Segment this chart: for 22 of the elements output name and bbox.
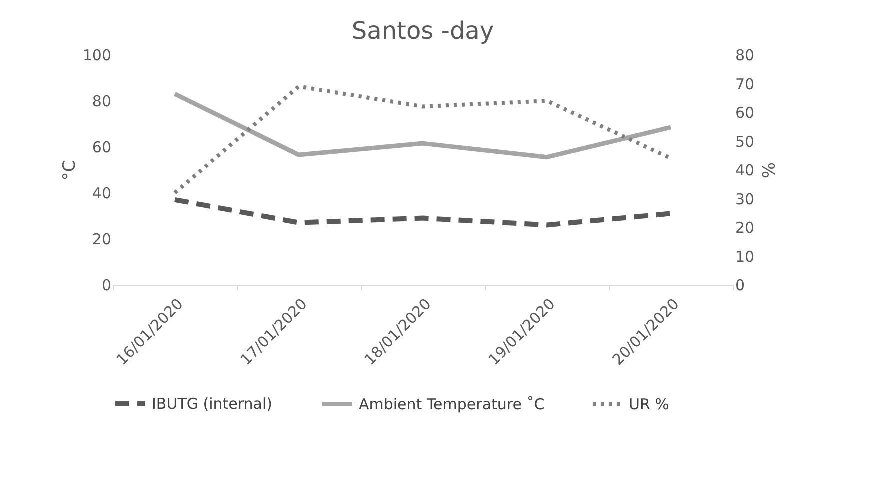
y-tick-label: 40 bbox=[92, 184, 112, 202]
legend-label: Ambient Temperature ˚C bbox=[359, 395, 545, 414]
legend-label: UR % bbox=[629, 396, 670, 414]
y-tick-label: 100 bbox=[82, 46, 112, 64]
y2-tick-label: 70 bbox=[736, 75, 755, 94]
y2-tick-label: 30 bbox=[736, 190, 755, 208]
chart-title: Santos -day bbox=[352, 17, 494, 45]
y-tick-label: 60 bbox=[92, 138, 112, 156]
y2-tick-label: 0 bbox=[736, 276, 746, 294]
legend-label: IBUTG (internal) bbox=[152, 394, 273, 413]
y2-tick-label: 20 bbox=[736, 219, 755, 237]
y2-tick-label: 10 bbox=[736, 248, 755, 266]
y-tick-label: 0 bbox=[102, 276, 112, 294]
y2-tick-label: 40 bbox=[736, 162, 755, 180]
y2-axis-title: % bbox=[758, 162, 778, 179]
line-series bbox=[172, 92, 674, 160]
y-tick-label: 20 bbox=[92, 230, 112, 248]
y2-tick-label: 80 bbox=[736, 46, 755, 64]
y2-tick-label: 50 bbox=[736, 132, 755, 151]
y2-tick-label: 60 bbox=[736, 104, 755, 122]
y-axis-title: °C bbox=[60, 160, 80, 181]
y-tick-label: 80 bbox=[92, 92, 112, 110]
